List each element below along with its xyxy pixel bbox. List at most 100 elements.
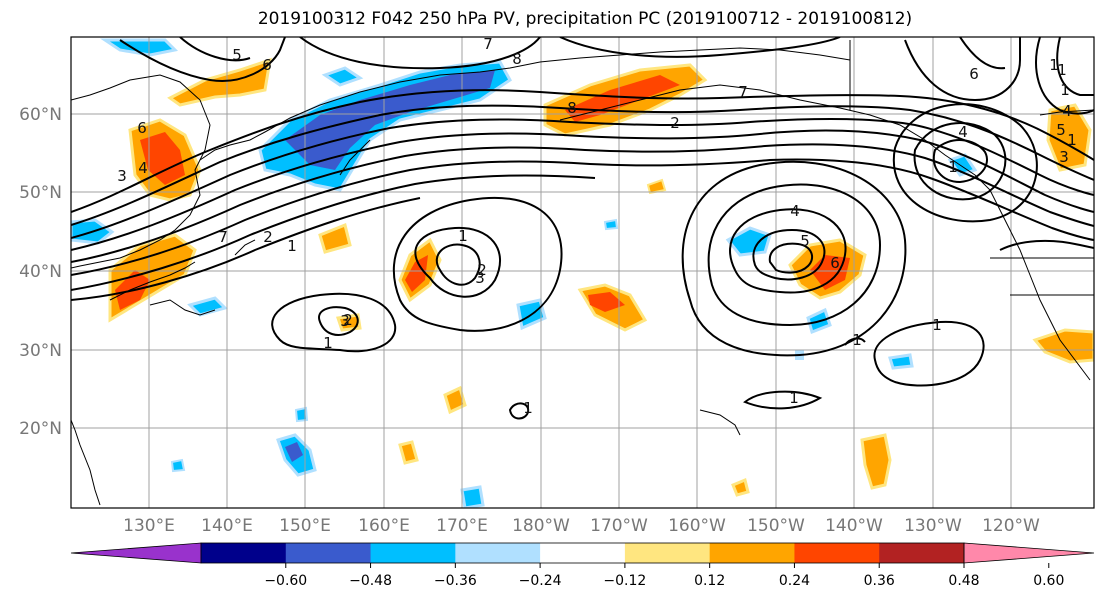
latitude-label: 60°N <box>19 105 62 125</box>
contour-label: 6 <box>969 65 979 83</box>
longitude-label: 160°W <box>668 516 726 536</box>
latitude-label: 30°N <box>19 341 62 361</box>
pv-contours <box>71 37 1094 420</box>
contour-label: 4 <box>138 159 148 177</box>
latitude-label: 40°N <box>19 262 62 282</box>
contour-label: 1 <box>287 237 297 255</box>
longitude-label: 180°W <box>512 516 570 536</box>
colorbar: −0.60 −0.48 −0.36 −0.24 −0.12 0.12 0.24 0.36 0.4… <box>70 542 1095 589</box>
contour-label: 2 <box>343 311 353 329</box>
colorbar-swatch <box>709 543 795 563</box>
precip-positive-patch <box>318 222 352 254</box>
precip-negative-patch <box>888 353 914 370</box>
latitude-labels: 60°N 50°N 40°N 30°N 20°N <box>19 105 62 439</box>
colorbar-tick-label: −0.36 <box>434 573 477 589</box>
precip-negative-patch <box>170 458 186 473</box>
longitude-labels: 130°E 140°E 150°E 160°E 170°E 180°W 170°W 160°W… <box>123 516 1040 536</box>
longitude-label: 140°E <box>201 516 253 536</box>
contour-label: 1 <box>789 389 799 407</box>
longitude-label: 170°E <box>436 516 488 536</box>
contour-label: 2 <box>263 228 273 246</box>
coastlines <box>71 40 1094 506</box>
contour-label: 1 <box>948 158 958 176</box>
longitude-label: 150°W <box>747 516 805 536</box>
contour-label: 2 <box>477 261 487 279</box>
colorbar-tick-label: −0.12 <box>603 573 646 589</box>
colorbar-swatch <box>794 543 880 563</box>
colorbar-swatch <box>540 543 626 563</box>
longitude-label: 150°E <box>279 516 331 536</box>
contour-label: 3 <box>1059 148 1069 166</box>
precip-negative-strong-patch <box>285 70 495 170</box>
contour-label: 1 <box>323 334 333 352</box>
contour-label: 4 <box>790 202 800 220</box>
map-frame <box>70 36 1095 509</box>
precip-negative-patch <box>100 38 179 57</box>
longitude-label: 130°E <box>123 516 175 536</box>
contour-label: 6 <box>137 119 147 137</box>
contour-label: 1 <box>1057 61 1067 79</box>
latitude-label: 20°N <box>19 419 62 439</box>
longitude-label: 120°W <box>982 516 1040 536</box>
contour-label: 7 <box>218 228 228 246</box>
contour-label: 5 <box>1056 121 1066 139</box>
contour-label: 1 <box>523 399 533 417</box>
longitude-label: 160°E <box>358 516 410 536</box>
precip-positive-patch <box>860 433 892 490</box>
precip-negative-patch <box>460 485 485 508</box>
colorbar-swatch <box>879 543 965 563</box>
colorbar-tick-label: 0.24 <box>779 573 810 589</box>
colorbar-swatch <box>285 543 372 563</box>
precip-negative-patch <box>187 296 228 317</box>
precip-positive-patch <box>646 178 667 195</box>
precip-negative-patch <box>294 406 309 423</box>
precip-positive-patch <box>443 385 467 415</box>
contour-label: 1 <box>458 227 468 245</box>
colorbar-tick-label: 0.48 <box>948 573 979 589</box>
precip-positive-patch <box>1046 103 1092 172</box>
longitude-label: 170°W <box>590 516 648 536</box>
contour-label: 6 <box>830 254 840 272</box>
colorbar-swatch <box>455 543 541 563</box>
contour-label: 4 <box>1062 102 1072 120</box>
precip-negative-patch <box>725 226 772 257</box>
colorbar-tick-label: 0.12 <box>694 573 725 589</box>
colorbar-outline <box>200 542 965 564</box>
precip-strong-patch <box>140 132 185 185</box>
gridlines <box>71 37 1094 508</box>
contour-label: 8 <box>567 99 577 117</box>
longitude-label: 130°W <box>904 516 962 536</box>
contour-label: 1 <box>1049 56 1059 74</box>
colorbar-extend-low <box>70 542 202 564</box>
colorbar-swatch <box>201 543 287 563</box>
contour-label: 4 <box>958 123 968 141</box>
contour-label: 5 <box>800 232 810 250</box>
precip-negative-patch <box>321 66 364 87</box>
colorbar-tick-label: −0.48 <box>349 573 392 589</box>
contour-label: 1 <box>1067 131 1077 149</box>
contour-label: 3 <box>117 167 127 185</box>
contour-label: 1 <box>932 316 942 334</box>
contour-label: 7 <box>483 35 493 53</box>
colorbar-tick-label: −0.24 <box>519 573 562 589</box>
precip-negative-strong-patch <box>285 442 303 462</box>
contour-label: 2 <box>670 114 680 132</box>
colorbar-tick-label: −0.60 <box>264 573 307 589</box>
contour-label: 1 <box>1060 81 1070 99</box>
colorbar-tick-label: 0.60 <box>1033 573 1064 589</box>
precip-strong-patch <box>810 255 850 290</box>
precip-negative-patch <box>603 218 619 231</box>
colorbar-tick-label: 0.36 <box>864 573 895 589</box>
colorbar-swatch <box>624 543 711 563</box>
contour-label: 1 <box>852 331 862 349</box>
precip-positive-patch <box>167 57 272 107</box>
contour-label: 3 <box>340 312 350 330</box>
colorbar-extend-high <box>963 542 1095 564</box>
map-title: 2019100312 F042 250 hPa PV, precipitatio… <box>257 9 913 29</box>
contour-label: 7 <box>738 83 748 101</box>
colorbar-swatch <box>370 543 456 563</box>
contour-label: 3 <box>475 269 485 287</box>
latitude-label: 50°N <box>19 183 62 203</box>
